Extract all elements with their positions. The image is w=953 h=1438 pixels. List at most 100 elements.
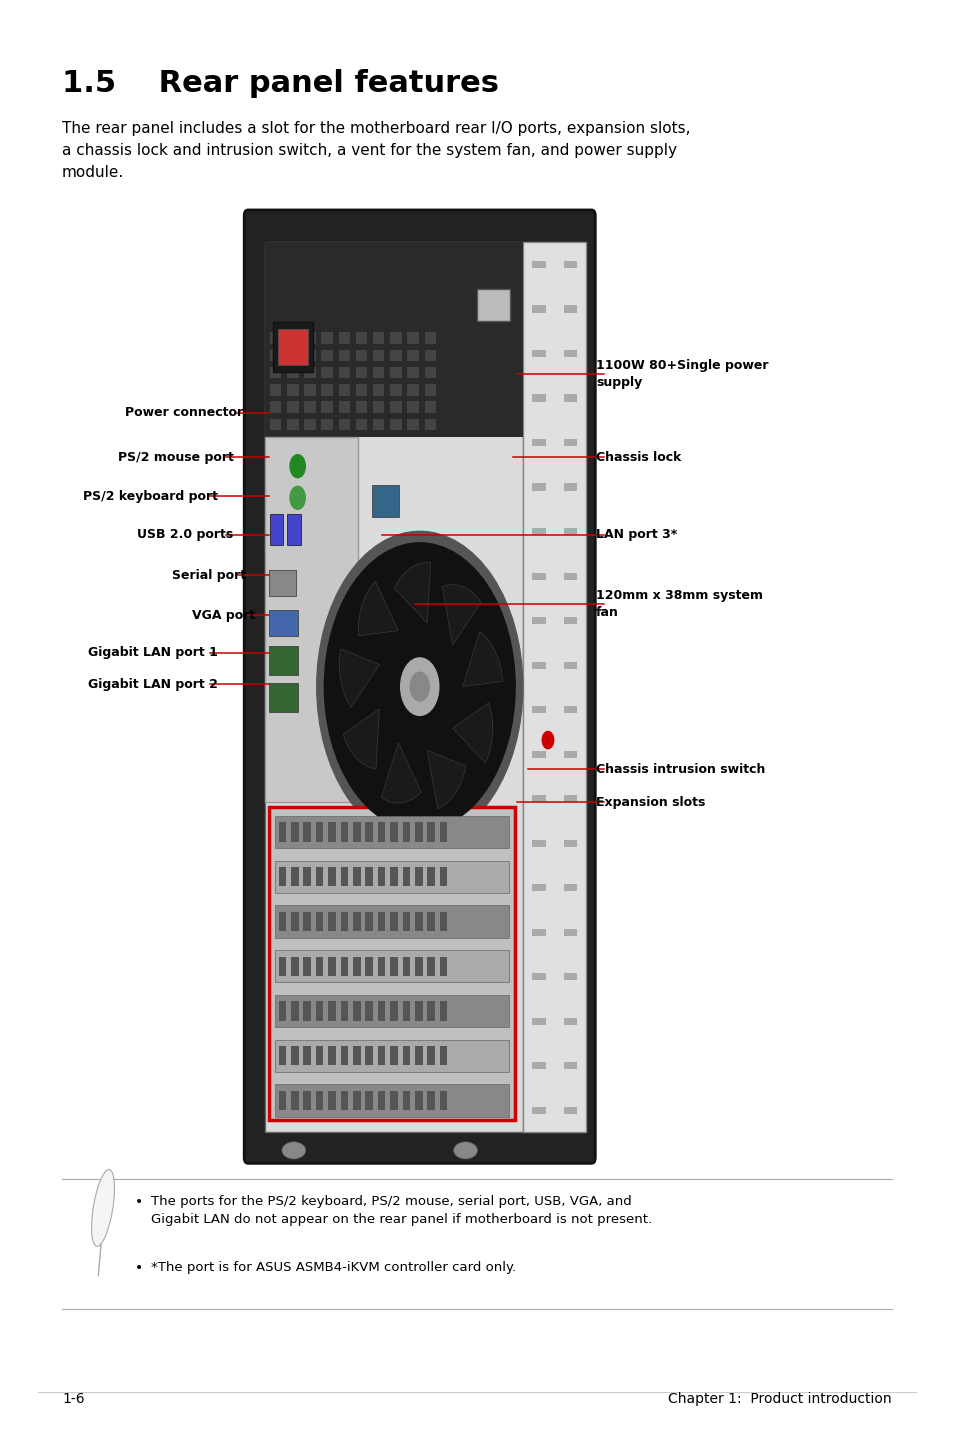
Bar (287, 349, 298, 361)
Bar (532, 840, 545, 847)
Bar (340, 912, 348, 930)
Bar (315, 1045, 323, 1066)
Bar (355, 367, 367, 378)
Bar (532, 1063, 545, 1070)
Bar (415, 1001, 422, 1021)
Bar (532, 305, 545, 312)
Bar (278, 1091, 286, 1110)
Bar (365, 867, 373, 886)
Bar (372, 485, 398, 516)
Bar (269, 569, 295, 595)
Bar (532, 572, 545, 580)
Bar (269, 683, 297, 712)
Bar (563, 572, 577, 580)
Text: •: • (135, 1261, 143, 1276)
Circle shape (410, 673, 429, 702)
Bar (390, 349, 401, 361)
Text: 1100W 80+Single power
supply: 1100W 80+Single power supply (596, 360, 768, 388)
Bar (563, 483, 577, 490)
Text: The rear panel includes a slot for the motherboard rear I/O ports, expansion slo: The rear panel includes a slot for the m… (62, 121, 690, 180)
Bar (373, 418, 384, 430)
Text: Serial port: Serial port (172, 568, 246, 582)
Bar (353, 912, 360, 930)
Bar (355, 349, 367, 361)
Bar (377, 1045, 385, 1066)
Bar (407, 349, 418, 361)
Bar (274, 860, 509, 893)
Bar (274, 1084, 509, 1117)
Bar (427, 956, 435, 976)
Bar (563, 394, 577, 401)
Text: Power connector: Power connector (125, 406, 243, 420)
Bar (265, 242, 522, 437)
Bar (563, 260, 577, 267)
Bar (265, 242, 522, 1132)
Bar (377, 823, 385, 841)
Bar (328, 912, 335, 930)
Bar (274, 815, 509, 848)
Bar (424, 332, 436, 344)
Bar (415, 823, 422, 841)
Bar (355, 401, 367, 413)
Bar (315, 867, 323, 886)
Bar (402, 867, 410, 886)
Bar (321, 367, 333, 378)
Bar (304, 349, 315, 361)
Bar (377, 1001, 385, 1021)
Bar (304, 367, 315, 378)
Bar (415, 1045, 422, 1066)
Wedge shape (339, 649, 379, 707)
Bar (278, 956, 286, 976)
Bar (532, 483, 545, 490)
Bar (532, 349, 545, 357)
Bar (402, 1091, 410, 1110)
Text: VGA port: VGA port (193, 608, 255, 623)
Bar (321, 332, 333, 344)
Bar (390, 367, 401, 378)
Bar (390, 1091, 397, 1110)
Bar (424, 349, 436, 361)
Bar (427, 1091, 435, 1110)
Bar (291, 823, 298, 841)
Bar (390, 418, 401, 430)
Bar (563, 528, 577, 535)
Bar (532, 706, 545, 713)
Bar (563, 706, 577, 713)
Text: Gigabit LAN port 1: Gigabit LAN port 1 (88, 646, 217, 660)
Text: PS/2 keyboard port: PS/2 keyboard port (82, 489, 217, 503)
Bar (439, 1045, 447, 1066)
Bar (340, 1091, 348, 1110)
Bar (407, 418, 418, 430)
Bar (532, 439, 545, 446)
Bar (373, 367, 384, 378)
Bar (390, 912, 397, 930)
Bar (269, 610, 297, 636)
Bar (532, 929, 545, 936)
Bar (365, 823, 373, 841)
Bar (278, 912, 286, 930)
Bar (315, 823, 323, 841)
Bar (287, 513, 300, 545)
Text: Gigabit LAN port 2: Gigabit LAN port 2 (88, 677, 217, 692)
Bar (269, 646, 297, 674)
Bar (415, 867, 422, 886)
Bar (390, 384, 401, 395)
Bar (377, 1091, 385, 1110)
Text: •: • (135, 1195, 143, 1209)
Bar (532, 661, 545, 669)
Bar (340, 1001, 348, 1021)
Bar (402, 956, 410, 976)
Text: LAN port 3*: LAN port 3* (596, 528, 677, 542)
Bar (373, 349, 384, 361)
Bar (270, 513, 283, 545)
Bar (365, 956, 373, 976)
Bar (532, 617, 545, 624)
Bar (402, 823, 410, 841)
Text: Chapter 1:  Product introduction: Chapter 1: Product introduction (668, 1392, 891, 1406)
Bar (353, 823, 360, 841)
Bar (278, 867, 286, 886)
Bar (355, 384, 367, 395)
Bar (274, 995, 509, 1027)
Bar (439, 867, 447, 886)
Wedge shape (442, 585, 480, 646)
